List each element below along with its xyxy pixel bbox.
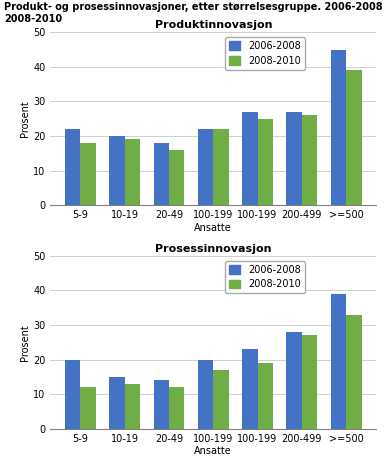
Bar — [109, 136, 125, 205]
Bar — [81, 387, 96, 429]
Bar — [109, 377, 125, 429]
Legend: 2006-2008, 2008-2010: 2006-2008, 2008-2010 — [225, 261, 305, 293]
Bar — [169, 387, 185, 429]
Bar — [330, 49, 346, 205]
Bar — [154, 380, 169, 429]
Bar — [286, 332, 302, 429]
Bar — [65, 360, 81, 429]
Bar — [346, 70, 362, 205]
Bar — [330, 294, 346, 429]
Bar — [125, 384, 140, 429]
Legend: 2006-2008, 2008-2010: 2006-2008, 2008-2010 — [225, 37, 305, 70]
Bar — [198, 129, 213, 205]
X-axis label: Ansatte: Ansatte — [195, 446, 232, 456]
Bar — [154, 143, 169, 205]
Bar — [65, 129, 81, 205]
Y-axis label: Prosent: Prosent — [20, 324, 30, 361]
Y-axis label: Prosent: Prosent — [20, 100, 30, 137]
Bar — [257, 118, 273, 205]
Bar — [198, 360, 213, 429]
Bar — [286, 112, 302, 205]
Bar — [125, 139, 140, 205]
Title: Produktinnovasjon: Produktinnovasjon — [154, 20, 272, 30]
Bar — [242, 349, 257, 429]
Bar — [242, 112, 257, 205]
Bar — [81, 143, 96, 205]
Title: Prosessinnovasjon: Prosessinnovasjon — [155, 244, 271, 254]
Bar — [257, 363, 273, 429]
Bar — [213, 370, 229, 429]
X-axis label: Ansatte: Ansatte — [195, 223, 232, 233]
Text: Produkt- og prosessinnovasjoner, etter størrelsesgruppe. 2006-2008 og
2008-2010: Produkt- og prosessinnovasjoner, etter s… — [4, 2, 386, 24]
Bar — [346, 315, 362, 429]
Bar — [213, 129, 229, 205]
Bar — [302, 336, 317, 429]
Bar — [302, 115, 317, 205]
Bar — [169, 150, 185, 205]
